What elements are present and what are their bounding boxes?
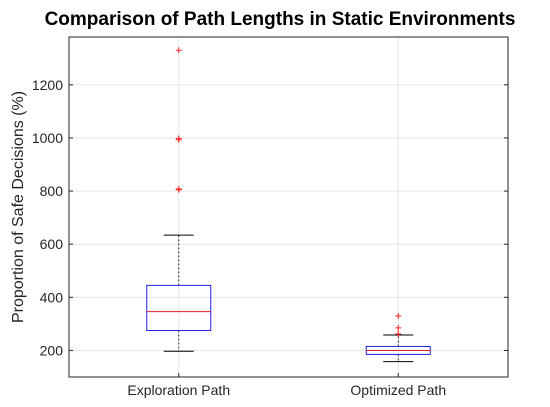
outlier-marker xyxy=(395,312,402,319)
x-tick-label: Optimized Path xyxy=(350,382,446,398)
outlier-marker xyxy=(175,135,182,142)
plot-frame xyxy=(68,36,509,378)
x-tick-label: Exploration Path xyxy=(127,382,230,398)
box-group xyxy=(365,312,431,363)
iqr-box xyxy=(146,284,212,332)
y-tick-label: 800 xyxy=(40,183,64,199)
outlier-marker xyxy=(175,47,182,54)
grid xyxy=(69,37,508,377)
chart-title: Comparison of Path Lengths in Static Env… xyxy=(45,9,516,30)
y-ticks: 200 400 600 800 1000 1200 xyxy=(32,77,508,358)
y-tick-label: 400 xyxy=(40,289,64,305)
y-tick-label: 1000 xyxy=(32,130,63,146)
y-tick-label: 1200 xyxy=(32,77,63,93)
y-tick-label: 200 xyxy=(40,342,64,358)
outlier-marker xyxy=(175,185,182,192)
y-tick-label: 600 xyxy=(40,236,64,252)
outlier-marker xyxy=(395,330,402,337)
outlier-marker xyxy=(395,324,402,331)
boxes xyxy=(146,47,431,363)
box-group xyxy=(146,47,212,352)
y-axis-label: Proportion of Safe Decisions (%) xyxy=(10,91,27,323)
x-ticks: Exploration Path Optimized Path xyxy=(127,373,446,398)
